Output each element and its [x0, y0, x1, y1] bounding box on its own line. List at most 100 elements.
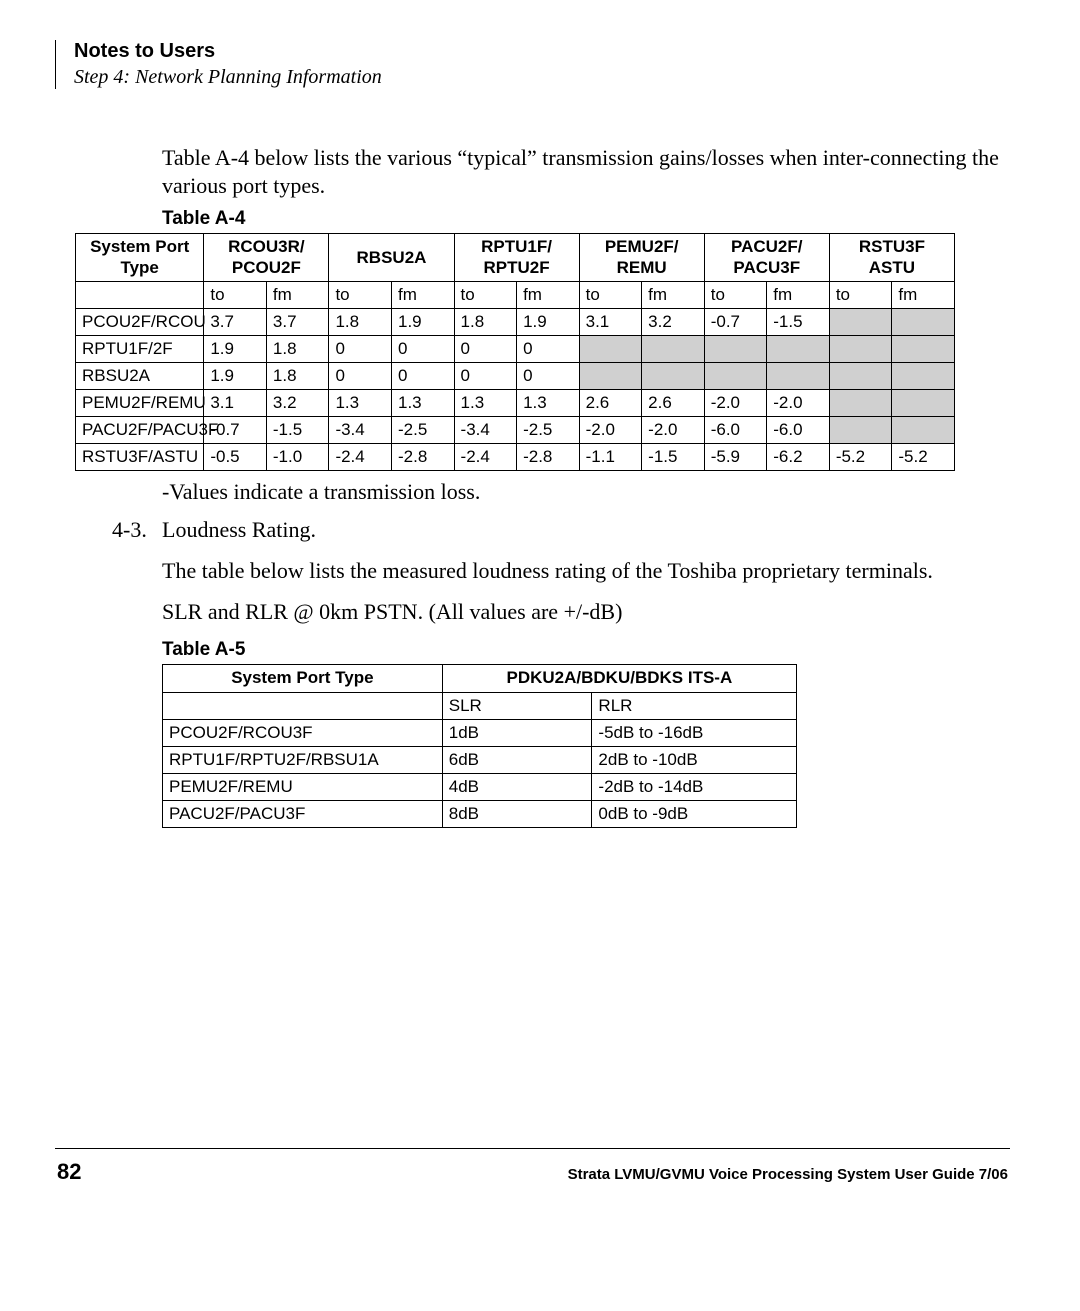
section-heading: 4-3. Loudness Rating.: [112, 517, 1010, 543]
table-a4-cell: 1.9: [204, 363, 267, 390]
table-row: PEMU2F/REMU4dB-2dB to -14dB: [163, 773, 797, 800]
header-title: Notes to Users: [74, 40, 1010, 63]
table-a5-cell: PACU2F/PACU3F: [163, 800, 443, 827]
table-a4-cell: -2.4: [454, 444, 517, 471]
loss-note: -Values indicate a transmission loss.: [162, 479, 1010, 505]
table-a4-row-label: RSTU3F/ASTU: [76, 444, 204, 471]
table-a4-row-label: PCOU2F/RCOU: [76, 309, 204, 336]
header-block: Notes to Users Step 4: Network Planning …: [55, 40, 1010, 89]
table-a5-head: System Port TypePDKU2A/BDKU/BDKS ITS-ASL…: [163, 665, 797, 719]
table-a4-sub-header: fm: [892, 282, 955, 309]
table-a4-group-header: RSTU3FASTU: [829, 234, 954, 282]
table-a4-cell: 3.1: [204, 390, 267, 417]
table-a5-cell: -2dB to -14dB: [592, 773, 797, 800]
table-a4-cell: -6.0: [767, 417, 830, 444]
table-row: PCOU2F/RCOU3.73.71.81.91.81.93.13.2-0.7-…: [76, 309, 955, 336]
table-a4-cell: 3.1: [579, 309, 642, 336]
table-a5-cell: 2dB to -10dB: [592, 746, 797, 773]
table-a4-group-header: PEMU2F/REMU: [579, 234, 704, 282]
table-a4-cell: [892, 390, 955, 417]
table-a4-cell: 3.2: [642, 309, 705, 336]
table-a4-cell: 3.2: [266, 390, 329, 417]
table-a4-sub-header: fm: [266, 282, 329, 309]
table-a5-cell: 8dB: [442, 800, 592, 827]
table-a4-cell: 1.8: [266, 336, 329, 363]
table-a4-cell: [892, 309, 955, 336]
table-a4-cell: [829, 336, 892, 363]
table-a4-group-header: RBSU2A: [329, 234, 454, 282]
table-a4-cell: -2.8: [517, 444, 580, 471]
table-a5-header: System Port Type: [163, 665, 443, 692]
table-a4-head: System Port TypeRCOU3R/PCOU2FRBSU2ARPTU1…: [76, 234, 955, 309]
table-a5-cell: RPTU1F/RPTU2F/RBSU1A: [163, 746, 443, 773]
table-a4: System Port TypeRCOU3R/PCOU2FRBSU2ARPTU1…: [75, 233, 955, 471]
table-a5-cell: 4dB: [442, 773, 592, 800]
table-a4-cell: -0.5: [204, 444, 267, 471]
table-a5: System Port TypePDKU2A/BDKU/BDKS ITS-ASL…: [162, 664, 797, 827]
table-a4-row-label: PEMU2F/REMU: [76, 390, 204, 417]
table-a4-cell: [829, 363, 892, 390]
table-a5-sub-header: RLR: [592, 692, 797, 719]
table-a4-cell: -3.4: [329, 417, 392, 444]
table-a4-cell: 0: [391, 363, 454, 390]
table-a4-cell: 0: [454, 363, 517, 390]
table-a4-row-label: PACU2F/PACU3F: [76, 417, 204, 444]
table-a4-group-header: RPTU1F/RPTU2F: [454, 234, 579, 282]
table-a4-cell: 1.9: [517, 309, 580, 336]
table-a4-cell: 0: [517, 363, 580, 390]
table-a5-sub-header: [163, 692, 443, 719]
table-a4-caption: Table A-4: [162, 208, 1010, 230]
table-a4-group-header: RCOU3R/PCOU2F: [204, 234, 329, 282]
table-a4-cell: -1.5: [767, 309, 830, 336]
table-a5-header: PDKU2A/BDKU/BDKS ITS-A: [442, 665, 796, 692]
table-a4-body: PCOU2F/RCOU3.73.71.81.91.81.93.13.2-0.7-…: [76, 309, 955, 471]
table-a4-cell: -5.2: [829, 444, 892, 471]
table-a4-group-header: PACU2F/PACU3F: [704, 234, 829, 282]
table-a4-cell: -0.7: [204, 417, 267, 444]
table-a4-cell: -6.0: [704, 417, 767, 444]
table-a4-cell: -5.2: [892, 444, 955, 471]
table-row: RSTU3F/ASTU-0.5-1.0-2.4-2.8-2.4-2.8-1.1-…: [76, 444, 955, 471]
table-a4-cell: 1.8: [266, 363, 329, 390]
table-a4-cell: [892, 417, 955, 444]
table-a4-cell: 1.9: [391, 309, 454, 336]
table-a4-cell: -2.0: [767, 390, 830, 417]
table-a4-cell: 2.6: [579, 390, 642, 417]
table-a4-cell: -2.5: [391, 417, 454, 444]
header-subtitle: Step 4: Network Planning Information: [74, 66, 1010, 89]
table-a4-cell: [642, 336, 705, 363]
intro-paragraph: Table A-4 below lists the various “typic…: [162, 144, 1010, 200]
table-a4-sub-header: to: [829, 282, 892, 309]
table-a5-wrap: System Port TypePDKU2A/BDKU/BDKS ITS-ASL…: [162, 664, 1010, 827]
table-a4-cell: [829, 309, 892, 336]
footer-rule: [55, 1148, 1010, 1149]
table-a4-cell: [829, 417, 892, 444]
page: Notes to Users Step 4: Network Planning …: [0, 0, 1080, 1225]
table-a4-cell: -3.4: [454, 417, 517, 444]
table-a4-cell: 1.3: [391, 390, 454, 417]
table-a4-sub-header: to: [704, 282, 767, 309]
table-a4-cell: 0: [454, 336, 517, 363]
table-a4-cell: -6.2: [767, 444, 830, 471]
table-a4-cell: -2.0: [704, 390, 767, 417]
table-a5-cell: -5dB to -16dB: [592, 719, 797, 746]
table-a4-cell: -1.0: [266, 444, 329, 471]
table-a4-cell: 3.7: [266, 309, 329, 336]
slr-rlr-line: SLR and RLR @ 0km PSTN. (All values are …: [162, 599, 1010, 625]
table-a4-cell: [767, 336, 830, 363]
table-a4-blank-cell: [76, 282, 204, 309]
table-a4-cell: 0: [329, 336, 392, 363]
table-a4-sub-header: fm: [642, 282, 705, 309]
table-a5-cell: 0dB to -9dB: [592, 800, 797, 827]
table-a4-sub-header: fm: [391, 282, 454, 309]
loudness-paragraph: The table below lists the measured loudn…: [162, 557, 1010, 585]
table-a4-cell: [579, 336, 642, 363]
table-a4-cell: 1.8: [329, 309, 392, 336]
table-a4-cell: 1.8: [454, 309, 517, 336]
table-row: RPTU1F/RPTU2F/RBSU1A6dB2dB to -10dB: [163, 746, 797, 773]
table-a4-cell: -1.5: [266, 417, 329, 444]
table-a5-body: PCOU2F/RCOU3F1dB-5dB to -16dBRPTU1F/RPTU…: [163, 719, 797, 827]
table-a4-cell: 1.3: [454, 390, 517, 417]
table-a4-cell: [642, 363, 705, 390]
table-a4-cell: 0: [391, 336, 454, 363]
